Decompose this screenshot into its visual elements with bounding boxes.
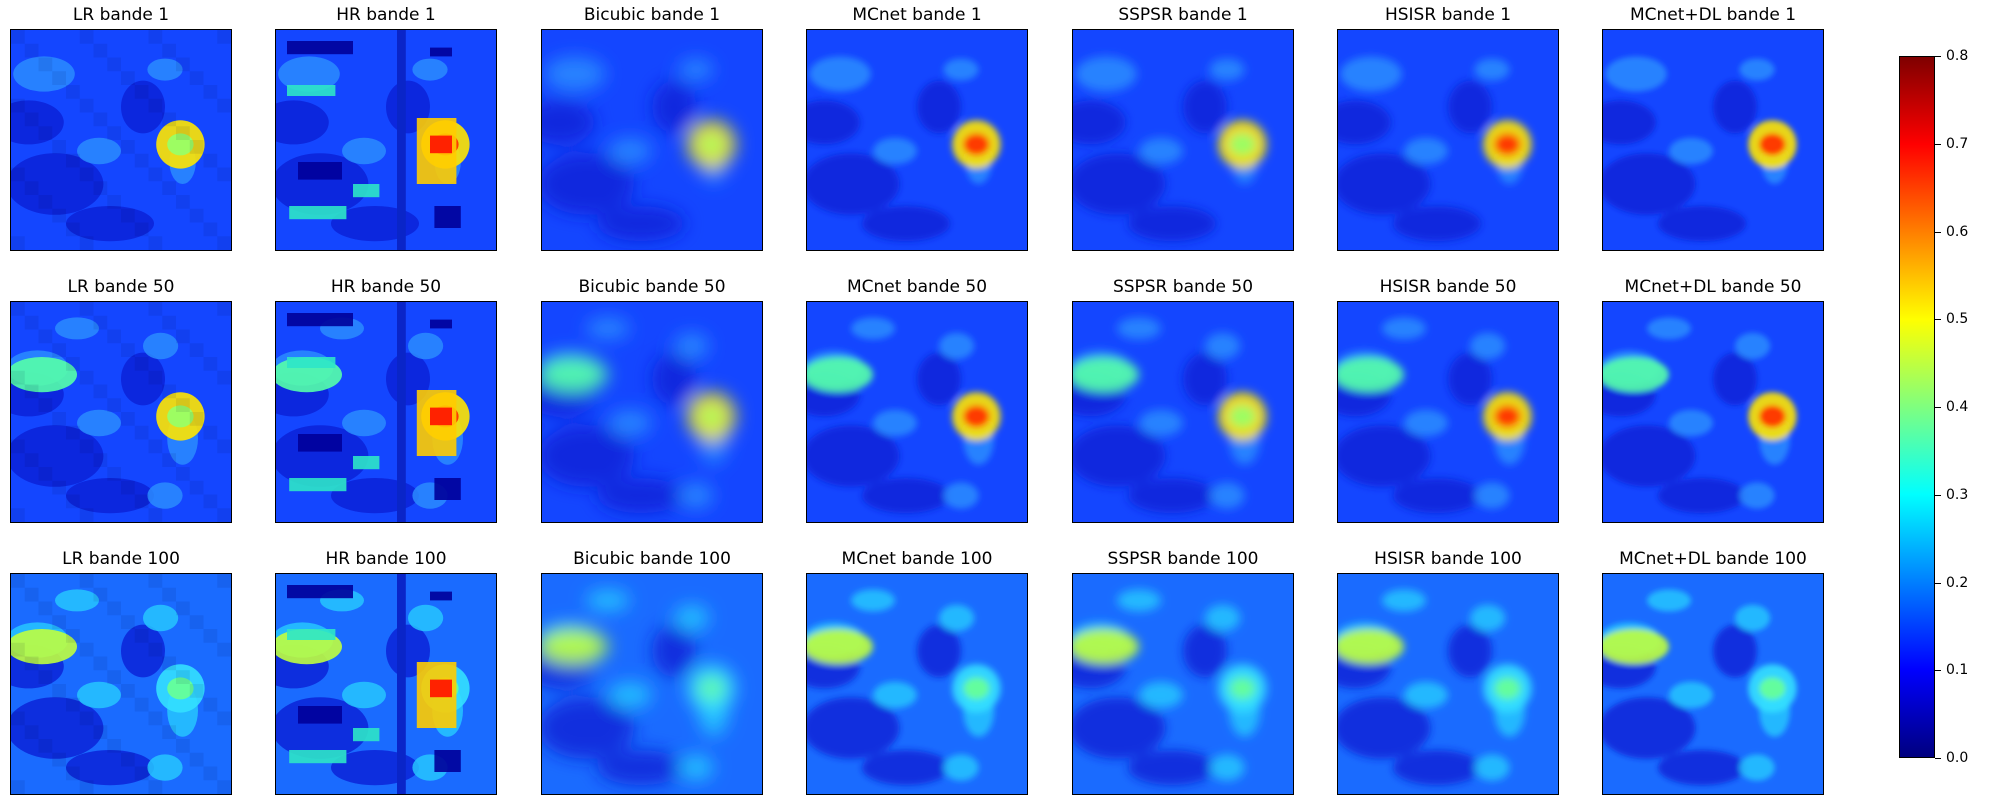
panel-title: MCnet bande 100 (841, 549, 993, 569)
heatmap-panel (1072, 29, 1294, 251)
panel-title: Bicubic bande 50 (578, 277, 726, 297)
panel-title: MCnet bande 1 (852, 5, 982, 25)
panel-title: HSISR bande 100 (1374, 549, 1522, 569)
panel-title: SSPSR bande 100 (1107, 549, 1259, 569)
panel-title: HR bande 100 (325, 549, 447, 569)
colorbar-tick (1935, 319, 1941, 320)
panel-title: HSISR bande 1 (1384, 5, 1512, 25)
colorbar-tick (1935, 144, 1941, 145)
colorbar-tick-label: 0.8 (1946, 48, 1969, 64)
heatmap-panel (806, 573, 1028, 795)
panel-title: LR bande 1 (72, 5, 170, 25)
heatmap-image (1338, 574, 1558, 794)
heatmap-panel (10, 573, 232, 795)
colorbar-tick (1935, 232, 1941, 233)
heatmap-image (11, 574, 231, 794)
heatmap-image (1603, 30, 1823, 250)
heatmap-image (11, 302, 231, 522)
colorbar-tick (1935, 758, 1941, 759)
panel-title: SSPSR bande 50 (1112, 277, 1254, 297)
panel-title: Bicubic bande 100 (573, 549, 731, 569)
colorbar-tick (1935, 495, 1941, 496)
heatmap-panel (806, 301, 1028, 523)
heatmap-panel (1337, 29, 1559, 251)
panel-title: HSISR bande 50 (1379, 277, 1517, 297)
colorbar-tick-label: 0.3 (1946, 487, 1969, 503)
heatmap-panel (1602, 573, 1824, 795)
heatmap-panel (541, 29, 763, 251)
panel-title: MCnet+DL bande 1 (1629, 5, 1797, 25)
panel-title: LR bande 100 (62, 549, 180, 569)
panel-title: LR bande 50 (67, 277, 175, 297)
colorbar-tick-label: 0.2 (1946, 575, 1969, 591)
panel-title: HR bande 1 (336, 5, 436, 25)
colorbar-tick-label: 0.6 (1946, 224, 1969, 240)
colorbar-tick (1935, 670, 1941, 671)
heatmap-image (1603, 302, 1823, 522)
panel-title: HR bande 50 (330, 277, 442, 297)
panel-title: MCnet+DL bande 100 (1619, 549, 1807, 569)
heatmap-panel (1072, 301, 1294, 523)
heatmap-panel (541, 573, 763, 795)
heatmap-image (11, 30, 231, 250)
heatmap-panel (1602, 301, 1824, 523)
heatmap-image (542, 30, 762, 250)
heatmap-panel (1072, 573, 1294, 795)
heatmap-image (1073, 30, 1293, 250)
colorbar-tick (1935, 583, 1941, 584)
heatmap-panel (10, 301, 232, 523)
colorbar-tick (1935, 407, 1941, 408)
heatmap-panel (1337, 301, 1559, 523)
heatmap-image (1338, 30, 1558, 250)
heatmap-image (1073, 574, 1293, 794)
heatmap-panel (10, 29, 232, 251)
panel-title: MCnet+DL bande 50 (1624, 277, 1802, 297)
heatmap-image (807, 574, 1027, 794)
heatmap-panel (806, 29, 1028, 251)
heatmap-panel (541, 301, 763, 523)
colorbar-tick-label: 0.1 (1946, 662, 1969, 678)
colorbar-tick-label: 0.5 (1946, 311, 1969, 327)
heatmap-image (276, 574, 496, 794)
heatmap-image (276, 30, 496, 250)
panel-title: Bicubic bande 1 (583, 5, 721, 25)
panel-title: SSPSR bande 1 (1118, 5, 1248, 25)
colorbar-tick-label: 0.4 (1946, 399, 1969, 415)
colorbar-tick (1935, 56, 1941, 57)
heatmap-image (807, 30, 1027, 250)
heatmap-panel (1337, 573, 1559, 795)
heatmap-image (1338, 302, 1558, 522)
heatmap-image (542, 302, 762, 522)
panel-title: MCnet bande 50 (846, 277, 988, 297)
heatmap-image (1603, 574, 1823, 794)
heatmap-panel (275, 301, 497, 523)
heatmap-panel (275, 29, 497, 251)
colorbar-tick-label: 0.0 (1946, 750, 1969, 766)
heatmap-image (807, 302, 1027, 522)
colorbar-tick-label: 0.7 (1946, 136, 1969, 152)
heatmap-image (1073, 302, 1293, 522)
heatmap-image (276, 302, 496, 522)
colorbar (1899, 56, 1935, 758)
heatmap-panel (275, 573, 497, 795)
heatmap-image (542, 574, 762, 794)
heatmap-panel (1602, 29, 1824, 251)
